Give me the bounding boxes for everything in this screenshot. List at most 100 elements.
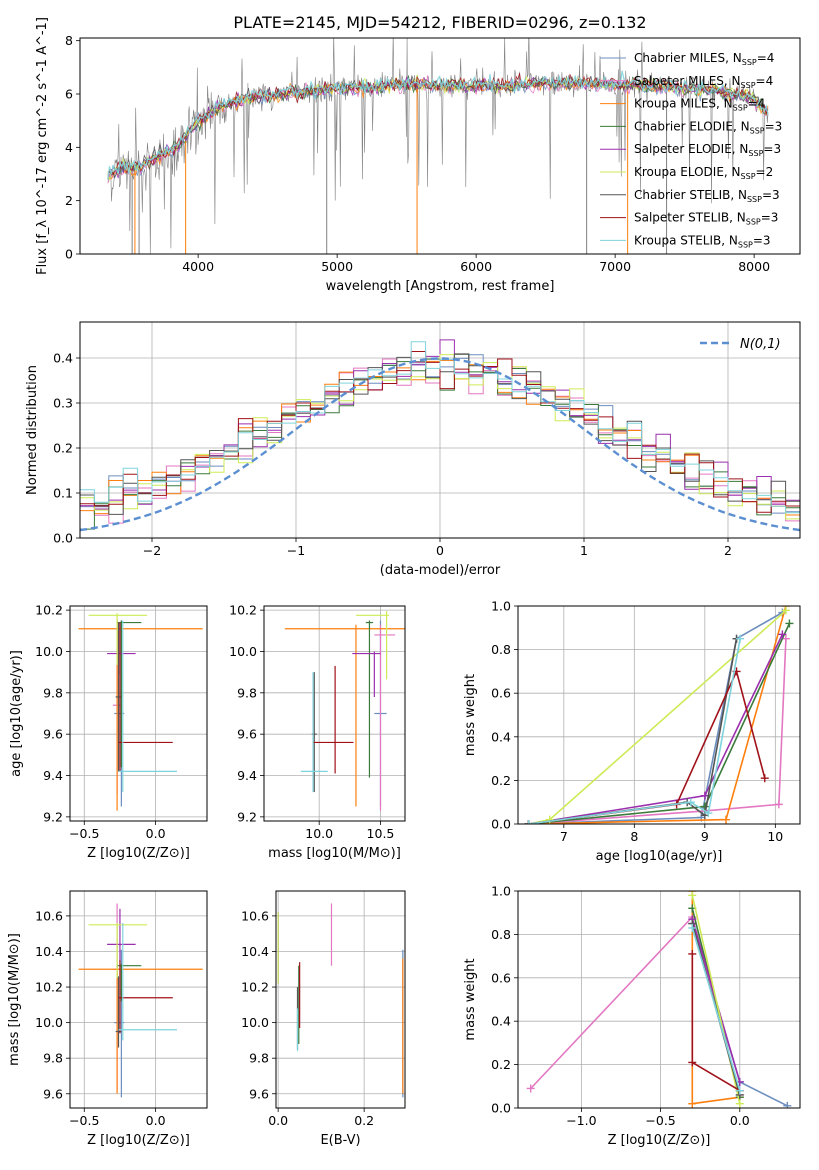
chart-panel-3: 10.0 10.5 9.2 9.4 9.6 9.8 10.0 10.2 mass [log10(… <box>229 603 406 861</box>
x-tick-label: −2 <box>143 543 161 558</box>
y-tick-label: 9.2 <box>43 809 63 824</box>
histogram-4 <box>80 339 800 510</box>
y-tick-label: 10.4 <box>241 944 269 959</box>
axes-frame <box>69 605 208 822</box>
legend-entry: Chabrier STELIB, NSSP=3 <box>634 188 780 204</box>
y-tick-label: 10.0 <box>229 644 257 659</box>
y-tick-label: 10.2 <box>35 603 63 618</box>
y-tick-label: 10.2 <box>241 980 269 995</box>
x-tick-label: 2 <box>724 543 732 558</box>
x-axis-label: wavelength [Angstrom, rest frame] <box>326 279 555 294</box>
y-tick-label: 0.4 <box>491 1014 511 1029</box>
y-tick-label: 0.1 <box>53 486 73 501</box>
y-tick-label: 4 <box>65 140 73 155</box>
x-tick-label: 8 <box>630 829 638 844</box>
y-tick-label: 0.4 <box>53 351 73 366</box>
weight-line-5 <box>528 609 787 824</box>
y-tick-label: 2 <box>65 193 73 208</box>
weight-line-1 <box>528 638 787 824</box>
histogram-8 <box>80 341 800 514</box>
y-axis-label: mass weight <box>463 958 478 1040</box>
plot-area <box>107 38 769 254</box>
y-axis-label: mass [log10(M/M⊙)] <box>7 933 22 1066</box>
plot-area <box>277 903 404 1098</box>
x-tick-label: 7000 <box>599 259 631 274</box>
y-tick-label: 10.0 <box>241 1015 269 1030</box>
y-tick-label: 9.6 <box>237 727 257 742</box>
x-tick-label: 0.0 <box>146 826 166 841</box>
x-tick-label: 6000 <box>460 259 492 274</box>
y-tick-label: 0.2 <box>53 441 73 456</box>
chart-panel-5: −0.5 0.0 9.6 9.8 10.0 10.2 10.4 10.6 Z [log10(Z/… <box>7 890 208 1148</box>
weight-marker <box>545 815 554 824</box>
x-tick-label: −0.5 <box>645 1113 675 1128</box>
y-tick-label: 10.0 <box>35 1015 63 1030</box>
weight-marker <box>785 619 794 628</box>
x-tick-label: 10.0 <box>305 826 333 841</box>
y-tick-label: 8 <box>65 33 73 48</box>
y-tick-label: 9.8 <box>249 1051 269 1066</box>
y-tick-label: 0 <box>65 247 73 262</box>
figure-title: PLATE=2145, MJD=54212, FIBERID=0296, z=0… <box>233 13 646 32</box>
model-line-8 <box>107 70 769 180</box>
y-tick-label: 0.0 <box>53 531 73 546</box>
y-tick-label: 10.2 <box>35 980 63 995</box>
axes-frame <box>517 890 801 1109</box>
y-tick-label: 10.2 <box>229 603 257 618</box>
weight-marker <box>735 1086 744 1095</box>
weight-marker <box>526 1084 535 1093</box>
legend-entry: N(0,1) <box>740 337 781 352</box>
plot-area <box>80 339 800 532</box>
y-tick-label: 9.6 <box>249 1086 269 1101</box>
axes-frame <box>275 890 406 1109</box>
gaussian-curve <box>80 357 800 532</box>
chart-panel-1: −2 −1 0 1 2 0.0 0.1 0.2 0.3 0.4 (data-model)/error… <box>25 321 801 578</box>
weight-marker <box>781 634 790 643</box>
weight-marker <box>688 923 697 932</box>
legend-entry: Salpeter STELIB, NSSP=3 <box>634 211 778 227</box>
weight-marker <box>688 891 697 900</box>
weight-marker <box>735 1099 744 1108</box>
y-tick-label: 1.0 <box>491 599 511 614</box>
x-tick-label: 5000 <box>321 259 353 274</box>
y-tick-label: 9.4 <box>43 768 63 783</box>
legend-entry: Chabrier ELODIE, NSSP=3 <box>634 119 782 135</box>
x-axis-label: age [log10(age/yr)] <box>596 849 723 864</box>
weight-marker <box>688 1058 697 1067</box>
axes-frame <box>79 37 801 255</box>
x-axis-label: Z [log10(Z/Z⊙)] <box>87 1133 190 1148</box>
x-axis-label: mass [log10(M/M⊙)] <box>268 846 401 861</box>
y-tick-label: 0.6 <box>491 686 511 701</box>
x-tick-label: 9 <box>701 829 709 844</box>
y-tick-label: 0.8 <box>491 927 511 942</box>
y-tick-label: 0.2 <box>491 773 511 788</box>
weight-marker <box>700 791 709 800</box>
legend-entry: Salpeter ELODIE, NSSP=3 <box>634 142 781 158</box>
histogram-7 <box>80 351 800 513</box>
chart-panel-7: −1.0 −0.5 0.0 0.0 0.2 0.4 0.6 0.8 1.0 Z [log10(Z/… <box>463 884 801 1148</box>
weight-line-0 <box>528 611 783 824</box>
legend-entry: Chabrier MILES, NSSP=4 <box>634 51 774 67</box>
y-tick-label: 9.6 <box>43 1086 63 1101</box>
weight-marker <box>721 815 730 824</box>
y-tick-label: 0.4 <box>491 729 511 744</box>
x-tick-label: 0 <box>436 543 444 558</box>
y-axis-label: age [log10(age/yr)] <box>9 650 24 777</box>
legend-entry: Kroupa ELODIE, NSSP=2 <box>634 165 773 181</box>
x-tick-label: 0.0 <box>268 1113 288 1128</box>
y-tick-label: 0.0 <box>491 1101 511 1116</box>
y-tick-label: 10.0 <box>35 644 63 659</box>
weight-marker <box>736 634 745 643</box>
plot-area <box>284 611 405 811</box>
x-axis-label: (data-model)/error <box>380 563 501 578</box>
y-tick-label: 9.8 <box>43 1051 63 1066</box>
weight-line-8 <box>691 927 741 1091</box>
y-tick-label: 9.8 <box>43 685 63 700</box>
y-tick-label: 9.8 <box>237 685 257 700</box>
weight-line-4 <box>528 633 784 824</box>
legend-entry: Kroupa MILES, NSSP=4 <box>634 97 765 113</box>
axes-frame <box>69 890 208 1109</box>
y-tick-label: 9.2 <box>237 809 257 824</box>
y-tick-label: 9.6 <box>43 727 63 742</box>
